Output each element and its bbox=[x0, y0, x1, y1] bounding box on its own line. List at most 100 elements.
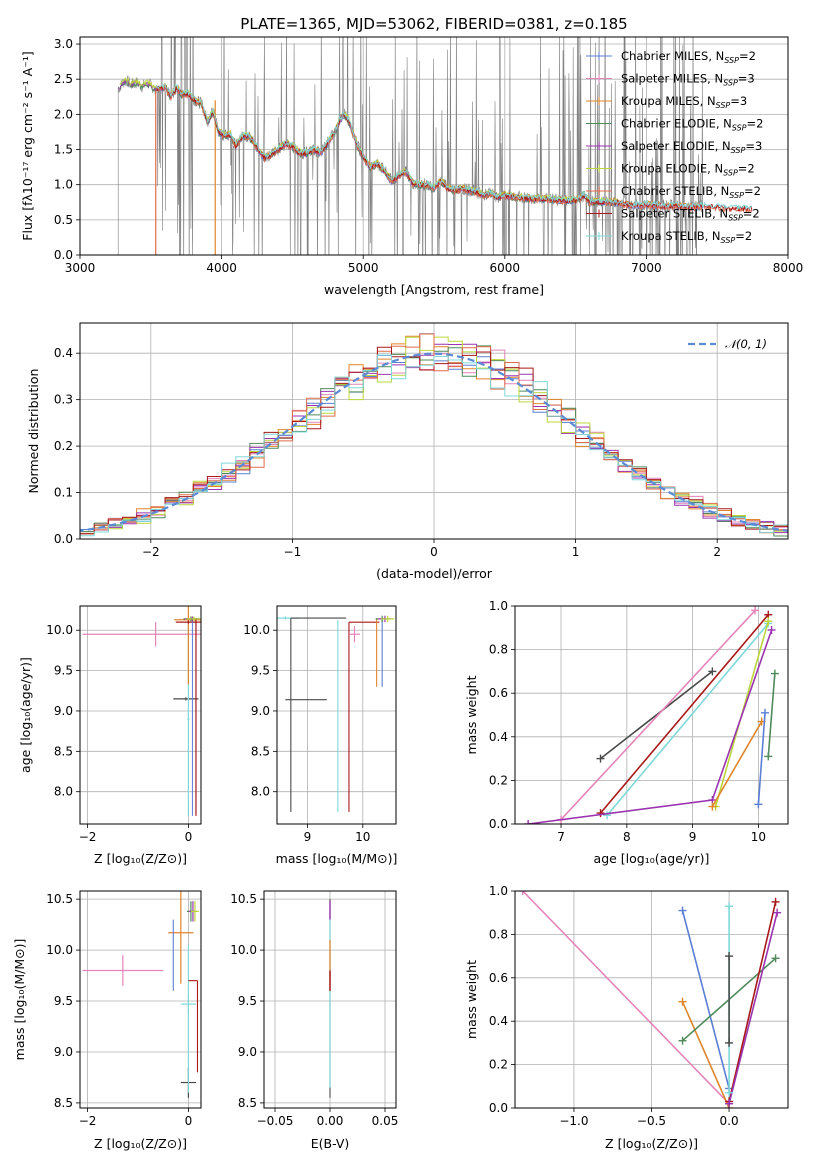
grid bbox=[80, 891, 201, 1108]
y-tick-label: 1.0 bbox=[54, 178, 73, 192]
x-tick-label: −1.0 bbox=[559, 1114, 588, 1128]
y-tick-label: 10.5 bbox=[230, 892, 257, 906]
massweight-vs-metallicity-panel: −1.0 −0.5 0.0 0.0 0.2 0.4 0.6 0.8 1.0 Z [log₁₀(Z/… bbox=[464, 884, 789, 1151]
x-tick-label: 8000 bbox=[773, 261, 804, 275]
y-axis-label: age [log₁₀(age/yr)] bbox=[18, 657, 33, 773]
y-tick-label: 10.5 bbox=[46, 892, 73, 906]
y-tick-label: 2.5 bbox=[54, 72, 73, 86]
y-tick-label: 0.0 bbox=[54, 248, 73, 262]
axes-frame bbox=[79, 890, 202, 1109]
legend-label-salpeter-elodie: Salpeter ELODIE, NSSP=3 bbox=[621, 139, 762, 155]
x-tick-label: 3000 bbox=[65, 261, 96, 275]
axes-frame bbox=[79, 322, 789, 540]
y-tick-label: 0.8 bbox=[489, 643, 508, 657]
y-tick-label: 10.0 bbox=[230, 943, 257, 957]
y-axis-label: Normed distribution bbox=[26, 369, 41, 494]
y-axis-label: mass [log₁₀(M/M⊙)] bbox=[12, 939, 27, 1061]
x-tick-label: 0 bbox=[185, 830, 193, 844]
y-tick-label: 10.0 bbox=[46, 623, 73, 637]
x-tick-label: 9 bbox=[689, 830, 697, 844]
y-tick-label: 0.1 bbox=[54, 486, 73, 500]
y-tick-label: 10.0 bbox=[243, 623, 270, 637]
y-tick-label: 1.5 bbox=[54, 143, 73, 157]
legend-label-salpeter-stelib: Salpeter STELIB, NSSP=2 bbox=[621, 207, 760, 223]
model-fit-kroupa-stelib bbox=[156, 82, 753, 211]
y-tick-label: 0.0 bbox=[489, 1101, 508, 1115]
axes-frame bbox=[514, 890, 789, 1109]
x-tick-label: 0.05 bbox=[372, 1114, 399, 1128]
axes-frame bbox=[79, 605, 202, 825]
x-axis-label: Z [log₁₀(Z/Z⊙)] bbox=[94, 851, 187, 866]
y-tick-label: 1.0 bbox=[489, 599, 508, 613]
x-tick-label: 1 bbox=[572, 545, 580, 559]
grid bbox=[80, 606, 201, 824]
x-axis-label: Z [log₁₀(Z/Z⊙)] bbox=[605, 1136, 698, 1151]
y-tick-label: 9.0 bbox=[238, 1045, 257, 1059]
plot-area bbox=[277, 615, 395, 812]
y-tick-label: 0.8 bbox=[489, 927, 508, 941]
x-tick-label: −2 bbox=[79, 830, 97, 844]
x-tick-label: 2 bbox=[713, 545, 721, 559]
y-tick-label: 0.3 bbox=[54, 393, 73, 407]
y-tick-label: 2.0 bbox=[54, 107, 73, 121]
y-tick-label: 8.5 bbox=[251, 744, 270, 758]
y-axis-label: Flux [fλ10⁻¹⁷ erg cm⁻² s⁻¹ A⁻¹] bbox=[20, 51, 35, 240]
residual-histogram-panel: −2 −1 0 1 2 0.0 0.1 0.2 0.3 0.4 (data-model)/error… bbox=[26, 322, 789, 581]
x-axis-label: Z [log₁₀(Z/Z⊙)] bbox=[94, 1136, 187, 1151]
y-tick-label: 0.0 bbox=[54, 532, 73, 546]
y-axis-label: mass weight bbox=[464, 960, 479, 1039]
plot-area bbox=[80, 333, 788, 538]
series-salpeter-miles bbox=[522, 891, 730, 1105]
y-tick-label: 1.0 bbox=[489, 884, 508, 898]
grid bbox=[515, 605, 788, 825]
age-vs-metallicity-panel: −2 0 8.0 8.5 9.0 9.5 10.0 Z [log₁₀(Z/Z⊙)] age [l… bbox=[18, 605, 202, 866]
x-tick-label: 4000 bbox=[206, 261, 237, 275]
legend: Chabrier MILES, NSSP=2 Salpeter MILES, NS… bbox=[586, 49, 763, 245]
x-axis-label: mass [log₁₀(M/M⊙)] bbox=[276, 851, 398, 866]
x-tick-label: −0.5 bbox=[637, 1114, 666, 1128]
figure-title: PLATE=1365, MJD=53062, FIBERID=0381, z=0… bbox=[240, 15, 627, 33]
y-tick-label: 0.4 bbox=[54, 346, 73, 360]
series-chabrier-miles bbox=[681, 910, 730, 1089]
x-tick-label: −0.05 bbox=[257, 1114, 294, 1128]
x-tick-label: 10 bbox=[751, 830, 766, 844]
plot-area bbox=[108, 37, 753, 255]
massweight-vs-age-panel: 7 8 9 10 0.0 0.2 0.4 0.6 0.8 1.0 age [log₁₀(age/yr… bbox=[464, 599, 789, 866]
series-kroupa-stelib bbox=[606, 622, 769, 816]
x-tick-label: 0.00 bbox=[317, 1114, 344, 1128]
y-tick-label: 0.0 bbox=[489, 817, 508, 831]
legend-label-chabrier-stelib: Chabrier STELIB, NSSP=2 bbox=[621, 184, 761, 200]
mass-vs-metallicity-panel: −2 0 8.5 9.0 9.5 10.0 10.5 Z [log₁₀(Z/Z⊙)] mass … bbox=[12, 890, 202, 1151]
y-tick-label: 9.0 bbox=[54, 704, 73, 718]
spectrum-panel: 3000 4000 5000 6000 7000 8000 0.0 0.5 1.0 1.5 2.0 2… bbox=[20, 36, 804, 297]
y-tick-label: 10.0 bbox=[46, 943, 73, 957]
plot-area bbox=[82, 891, 199, 1098]
y-tick-label: 9.0 bbox=[54, 1045, 73, 1059]
mass-vs-ebv-panel: −0.05 0.00 0.05 8.5 9.0 9.5 10.0 10.5 E(B-V) bbox=[230, 890, 399, 1151]
y-axis-label: mass weight bbox=[464, 675, 479, 754]
y-tick-label: 0.6 bbox=[489, 686, 508, 700]
histogram-kroupa-stelib bbox=[80, 354, 788, 537]
axes-frame bbox=[514, 605, 789, 825]
y-tick-label: 9.5 bbox=[54, 994, 73, 1008]
y-tick-label: 0.2 bbox=[54, 439, 73, 453]
x-tick-label: 9 bbox=[304, 830, 312, 844]
x-tick-label: −2 bbox=[79, 1114, 97, 1128]
legend-label-kroupa-stelib: Kroupa STELIB, NSSP=2 bbox=[621, 229, 752, 245]
series-salpeter-stelib bbox=[599, 614, 769, 814]
grid bbox=[277, 606, 396, 824]
series-kroupa-miles bbox=[681, 1001, 730, 1108]
legend-label-kroupa-miles: Kroupa MILES, NSSP=3 bbox=[621, 94, 747, 110]
legend-label-salpeter-miles: Salpeter MILES, NSSP=3 bbox=[621, 72, 755, 88]
y-tick-label: 0.2 bbox=[489, 773, 508, 787]
legend-label-chabrier-elodie: Chabrier ELODIE, NSSP=2 bbox=[621, 117, 763, 133]
x-tick-label: 0 bbox=[185, 1114, 193, 1128]
x-tick-label: 8 bbox=[623, 830, 631, 844]
y-tick-label: 0.4 bbox=[489, 730, 508, 744]
axes-frame bbox=[276, 605, 397, 825]
legend-gaussian-label: 𝒩(0, 1) bbox=[725, 337, 767, 351]
y-tick-label: 9.5 bbox=[251, 664, 270, 678]
gaussian-curve bbox=[80, 352, 788, 533]
y-tick-label: 0.2 bbox=[489, 1058, 508, 1072]
